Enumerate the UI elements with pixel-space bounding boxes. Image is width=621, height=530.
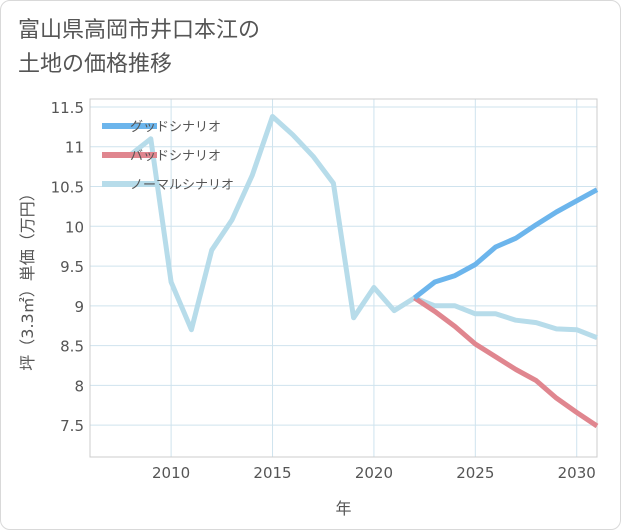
chart-title: 富山県高岡市井口本江の 土地の価格推移 [18,14,260,82]
chart-title-line-1: 富山県高岡市井口本江の [18,18,261,43]
x-tick-label: 2020 [355,464,393,482]
x-tick-label: 2025 [456,464,494,482]
series-line-0 [412,187,599,300]
y-tick-label: 9 [74,298,84,316]
x-tick-label: 2010 [152,464,190,482]
y-tick-label: 8.5 [60,338,84,356]
series-lines [129,114,599,429]
y-axis-title: 坪（3.3㎡）単価（万円） [18,185,37,370]
y-tick-label: 8 [74,377,84,395]
y-tick-label: 10 [65,218,84,236]
y-tick-label: 7.5 [60,417,84,435]
series-line-2 [129,114,598,341]
x-tick-label: 2030 [558,464,596,482]
legend-label: バッドシナリオ [130,149,221,164]
y-tick-label: 11 [65,139,84,157]
legend-label: ノーマルシナリオ [130,178,234,193]
x-tick-label: 2015 [253,464,291,482]
y-axis-tick-labels: 7.5 8 8.5 9 9.5 10 10.5 11 11.5 [51,99,84,435]
y-tick-label: 11.5 [51,99,84,117]
plot-area [89,98,598,458]
series-line-1 [413,295,599,429]
legend-label: グッドシナリオ [130,120,221,135]
grid-lines [90,99,597,457]
x-axis-tick-labels: 2010 2015 2020 2025 2030 [152,464,596,482]
chart-title-line-2: 土地の価格推移 [18,52,173,77]
y-tick-label: 9.5 [60,258,84,276]
y-tick-label: 10.5 [51,179,84,197]
x-axis-title: 年 [335,499,351,518]
